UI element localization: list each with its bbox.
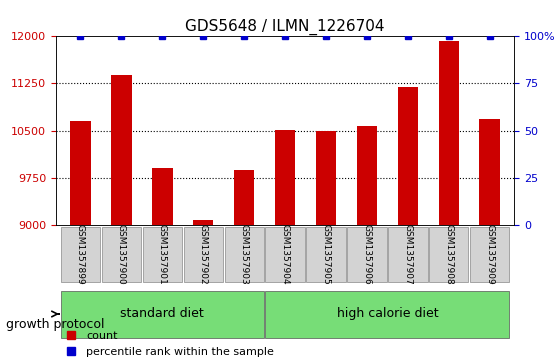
Text: GSM1357903: GSM1357903 [240, 224, 249, 285]
Text: GSM1357905: GSM1357905 [321, 224, 330, 285]
Bar [70, 121, 91, 225]
Bar [439, 41, 459, 225]
Bar [234, 170, 254, 225]
FancyBboxPatch shape [266, 290, 509, 338]
Legend: count, percentile rank within the sample: count, percentile rank within the sample [61, 327, 278, 361]
Text: GSM1357906: GSM1357906 [362, 224, 371, 285]
Bar [152, 168, 173, 225]
FancyBboxPatch shape [388, 227, 428, 282]
FancyBboxPatch shape [61, 227, 100, 282]
Text: GSM1357902: GSM1357902 [199, 224, 208, 285]
FancyBboxPatch shape [61, 290, 264, 338]
Text: standard diet: standard diet [120, 307, 204, 321]
Text: GSM1357909: GSM1357909 [485, 224, 494, 285]
Text: GSM1357900: GSM1357900 [117, 224, 126, 285]
Bar [111, 75, 131, 225]
FancyBboxPatch shape [143, 227, 182, 282]
Text: high calorie diet: high calorie diet [337, 307, 438, 321]
Title: GDS5648 / ILMN_1226704: GDS5648 / ILMN_1226704 [186, 19, 385, 35]
FancyBboxPatch shape [347, 227, 387, 282]
Text: GSM1357904: GSM1357904 [281, 224, 290, 285]
Bar [397, 87, 418, 225]
Text: GSM1357899: GSM1357899 [76, 224, 85, 285]
Bar [193, 220, 214, 225]
FancyBboxPatch shape [306, 227, 345, 282]
FancyBboxPatch shape [429, 227, 468, 282]
FancyBboxPatch shape [183, 227, 223, 282]
Text: GSM1357907: GSM1357907 [404, 224, 413, 285]
Bar [316, 131, 337, 225]
FancyBboxPatch shape [470, 227, 509, 282]
Bar [480, 119, 500, 225]
Bar [357, 126, 377, 225]
FancyBboxPatch shape [102, 227, 141, 282]
Text: GSM1357908: GSM1357908 [444, 224, 453, 285]
Bar [275, 130, 295, 225]
FancyBboxPatch shape [266, 227, 305, 282]
FancyBboxPatch shape [225, 227, 264, 282]
Text: growth protocol: growth protocol [6, 318, 104, 331]
Text: GSM1357901: GSM1357901 [158, 224, 167, 285]
